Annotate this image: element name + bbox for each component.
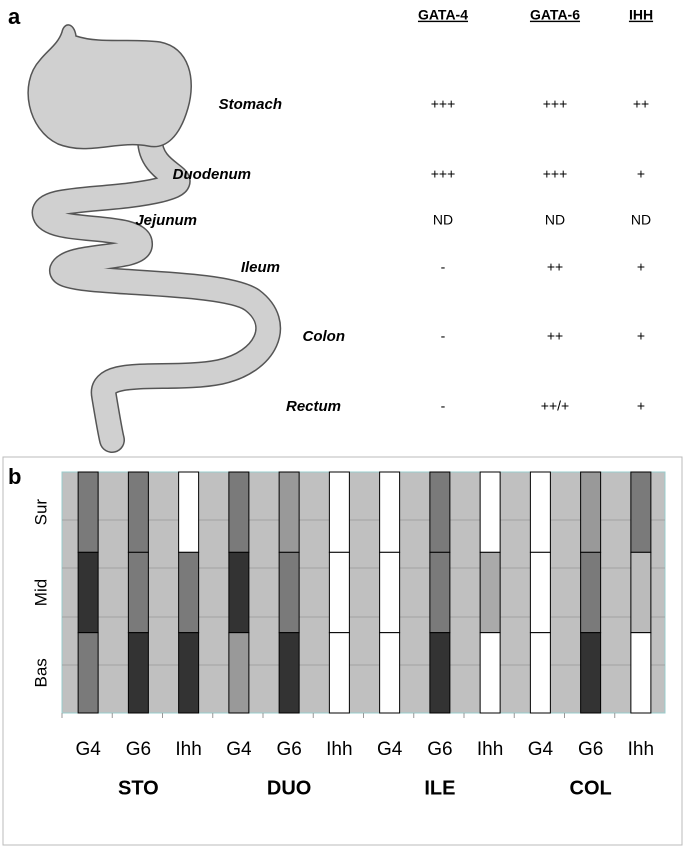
gene-label: Ihh <box>326 739 352 760</box>
expression-value: ++ <box>547 259 563 275</box>
zone-segment <box>278 471 300 553</box>
zone-segment <box>178 551 200 634</box>
gene-label: G6 <box>427 739 452 760</box>
zone-segment <box>127 471 149 553</box>
zone-segment <box>580 471 602 553</box>
zone-segment <box>228 471 250 553</box>
expression-value: +++ <box>431 166 456 182</box>
gene-label: Ihh <box>175 739 201 760</box>
zone-segment <box>429 471 451 553</box>
plot-area <box>61 471 666 714</box>
expression-value: + <box>637 166 645 182</box>
region-label: Duodenum <box>173 166 251 183</box>
expression-value: + <box>637 259 645 275</box>
expression-value: ++/+ <box>541 398 569 414</box>
region-label: Rectum <box>286 398 341 415</box>
gene-label: G6 <box>126 739 151 760</box>
expression-value: ++ <box>633 96 649 112</box>
region-label: Colon <box>303 328 346 345</box>
region-label: Stomach <box>219 96 282 113</box>
gene-label: Ihh <box>477 739 503 760</box>
expression-value: ND <box>433 212 453 228</box>
expression-value: + <box>637 398 645 414</box>
expression-value: - <box>441 259 446 275</box>
zone-segment <box>580 632 602 714</box>
expression-value: ND <box>631 212 651 228</box>
zone-segment <box>529 632 551 714</box>
column-header: GATA-4 <box>418 7 468 23</box>
group-label: DUO <box>267 777 311 799</box>
zone-label: Bas <box>31 658 50 687</box>
panel-label: b <box>8 464 21 489</box>
group-label: COL <box>570 777 612 799</box>
expression-value: + <box>637 328 645 344</box>
gene-label: G6 <box>276 739 301 760</box>
expression-value: ND <box>545 212 565 228</box>
expression-value: - <box>441 328 446 344</box>
zone-segment <box>479 471 501 553</box>
expression-value: +++ <box>543 166 568 182</box>
group-label: STO <box>118 777 159 799</box>
zone-segment <box>379 551 401 634</box>
gene-label: G4 <box>528 739 554 760</box>
zone-segment <box>77 471 99 553</box>
gut-drawing <box>27 24 282 453</box>
zone-segment <box>328 551 350 634</box>
gene-label: Ihh <box>628 739 654 760</box>
zone-segment <box>429 632 451 714</box>
zone-segment <box>127 551 149 634</box>
zone-segment <box>429 551 451 634</box>
zone-segment <box>127 632 149 714</box>
zone-segment <box>479 551 501 634</box>
gene-label: G4 <box>226 739 252 760</box>
expression-value: - <box>441 398 446 414</box>
zone-segment <box>178 471 200 553</box>
zone-segment <box>278 632 300 714</box>
zone-segment <box>228 551 250 634</box>
zone-label: Sur <box>31 499 50 526</box>
region-label: Ileum <box>241 259 280 276</box>
zone-segment <box>328 632 350 714</box>
expression-value: +++ <box>431 96 456 112</box>
panel-frame <box>2 456 683 846</box>
zone-segment <box>479 632 501 714</box>
zone-segment <box>77 551 99 634</box>
gene-label: G6 <box>578 739 603 760</box>
zone-segment <box>379 471 401 553</box>
region-label: Jejunum <box>135 212 197 229</box>
expression-value: ++ <box>547 328 563 344</box>
zone-segment <box>630 632 652 714</box>
expression-value: +++ <box>543 96 568 112</box>
group-label: ILE <box>424 777 455 799</box>
gene-label: G4 <box>75 739 101 760</box>
panel-label: a <box>8 4 21 29</box>
zone-segment <box>77 632 99 714</box>
zone-segment <box>379 632 401 714</box>
column-header: GATA-6 <box>530 7 580 23</box>
zone-segment <box>630 551 652 634</box>
zone-segment <box>228 632 250 714</box>
zone-segment <box>529 551 551 634</box>
zone-segment <box>630 471 652 553</box>
zone-segment <box>328 471 350 553</box>
zone-segment <box>529 471 551 553</box>
zone-segment <box>580 551 602 634</box>
zone-segment <box>178 632 200 714</box>
zone-segment <box>278 551 300 634</box>
column-header: IHH <box>629 7 653 23</box>
zone-label: Mid <box>31 579 50 606</box>
gene-label: G4 <box>377 739 403 760</box>
